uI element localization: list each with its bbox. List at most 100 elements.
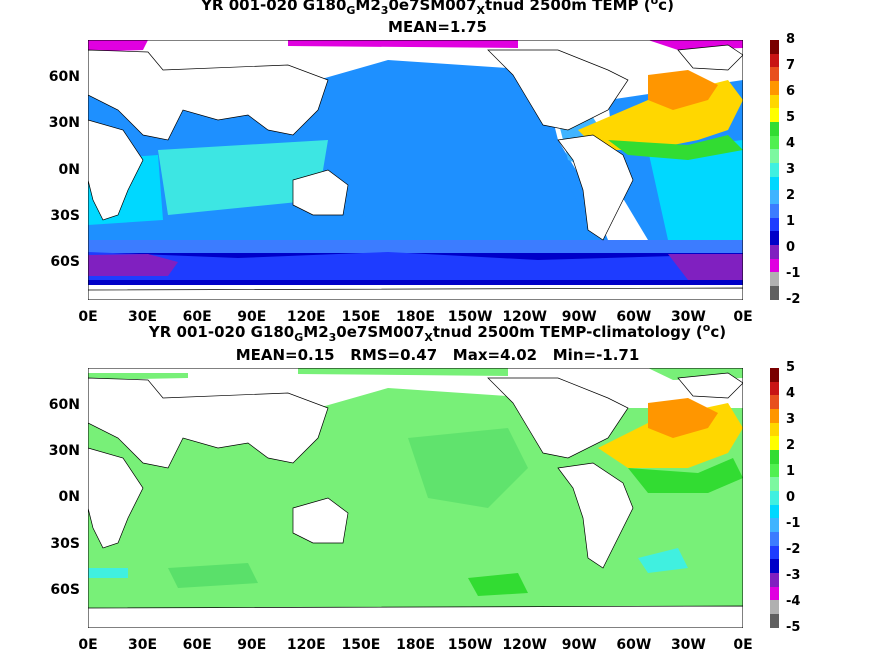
colorbar-swatch	[770, 422, 779, 437]
colorbar-swatch	[770, 286, 779, 300]
colorbar-swatch	[770, 135, 779, 150]
colorbar-label: 2	[786, 188, 796, 203]
lon-label: 90W	[561, 309, 597, 325]
colorbar-swatch	[770, 600, 779, 615]
colorbar-label: -5	[786, 620, 801, 635]
colorbar-swatch	[770, 176, 779, 191]
colorbar-swatch	[770, 94, 779, 109]
colorbar-label: -2	[786, 292, 801, 307]
colorbar-swatch	[770, 395, 779, 410]
colorbar-label: 5	[786, 360, 796, 375]
colorbar-swatch	[770, 67, 779, 82]
lon-label: 30W	[670, 637, 706, 653]
lon-label: 60E	[182, 309, 212, 325]
colorbar-swatch	[770, 491, 779, 505]
lat-label: 60N	[48, 69, 80, 85]
colorbar-swatch	[770, 409, 779, 423]
colorbar-swatch	[770, 545, 779, 560]
colorbar-label: 0	[786, 490, 796, 505]
lon-label: 60W	[616, 309, 652, 325]
panel1-stats: MEAN=1.75	[388, 18, 487, 36]
lon-label: 30E	[128, 309, 158, 325]
colorbar-swatch	[770, 614, 779, 628]
lon-label: 60E	[182, 637, 212, 653]
lon-label: 120W	[502, 637, 547, 653]
colorbar-swatch	[770, 272, 779, 287]
lon-label: 120E	[286, 309, 326, 325]
lon-label: 30W	[670, 309, 706, 325]
colorbar-label: -1	[786, 516, 801, 531]
panel2-map	[88, 368, 743, 628]
panel1-colorbar	[770, 40, 779, 300]
lon-label: 90W	[561, 637, 597, 653]
colorbar-label: 4	[786, 386, 796, 401]
lat-label: 0N	[58, 162, 80, 178]
colorbar-swatch	[770, 190, 779, 205]
lon-label: 30E	[128, 637, 158, 653]
colorbar-label: -2	[786, 542, 801, 557]
colorbar-swatch	[770, 204, 779, 218]
colorbar-label: 5	[786, 110, 796, 125]
colorbar-swatch	[770, 504, 779, 519]
lat-label: 60S	[50, 582, 80, 598]
colorbar-swatch	[770, 258, 779, 273]
lon-label: 180E	[396, 637, 435, 653]
colorbar-swatch	[770, 40, 779, 54]
colorbar-swatch	[770, 573, 779, 587]
panel2-title: YR 001-020 G180GM230e7SM007Xtnud 2500m T…	[148, 321, 727, 344]
panel1-title: YR 001-020 G180GM230e7SM007Xtnud 2500m T…	[201, 0, 674, 17]
colorbar-swatch	[770, 559, 779, 574]
panel1-map	[88, 40, 743, 300]
lon-label: 0E	[78, 637, 98, 653]
colorbar-swatch	[770, 108, 779, 123]
colorbar-label: 4	[786, 136, 796, 151]
colorbar-swatch	[770, 231, 779, 246]
lat-label: 30S	[50, 536, 80, 552]
lon-label: 120W	[502, 309, 547, 325]
lon-label: 120E	[286, 637, 326, 653]
colorbar-label: -3	[786, 568, 801, 583]
lat-label: 30N	[48, 443, 80, 459]
colorbar-swatch	[770, 163, 779, 177]
lat-label: 60S	[50, 254, 80, 270]
lon-label: 150W	[447, 309, 493, 325]
colorbar-label: -4	[786, 594, 801, 609]
lat-label: 60N	[48, 397, 80, 413]
colorbar-swatch	[770, 532, 779, 546]
lon-label: 180E	[396, 309, 435, 325]
colorbar-swatch	[770, 53, 779, 68]
lon-label: 0E	[78, 309, 98, 325]
colorbar-swatch	[770, 436, 779, 451]
colorbar-swatch	[770, 217, 779, 232]
colorbar-label: 7	[786, 58, 796, 73]
colorbar-label: 1	[786, 214, 796, 229]
lon-label: 0E	[733, 637, 753, 653]
lon-label: 150E	[341, 309, 381, 325]
colorbar-swatch	[770, 586, 779, 601]
panel2-stats: MEAN=0.15 RMS=0.47 Max=4.02 Min=-1.71	[235, 346, 640, 364]
lon-label: 150W	[447, 637, 493, 653]
lon-label: 60W	[616, 637, 652, 653]
colorbar-swatch	[770, 122, 779, 136]
colorbar-swatch	[770, 450, 779, 464]
colorbar-label: 0	[786, 240, 796, 255]
colorbar-swatch	[770, 245, 779, 259]
lon-label: 0E	[733, 309, 753, 325]
colorbar-swatch	[770, 81, 779, 95]
lon-label: 150E	[341, 637, 381, 653]
panel2-colorbar	[770, 368, 779, 628]
colorbar-swatch	[770, 477, 779, 492]
colorbar-swatch	[770, 149, 779, 164]
colorbar-label: 1	[786, 464, 796, 479]
colorbar-label: 2	[786, 438, 796, 453]
lon-label: 90E	[237, 309, 267, 325]
colorbar-label: 3	[786, 162, 796, 177]
colorbar-swatch	[770, 518, 779, 533]
lat-label: 30N	[48, 115, 80, 131]
lat-label: 30S	[50, 208, 80, 224]
colorbar-label: 6	[786, 84, 796, 99]
colorbar-label: -1	[786, 266, 801, 281]
lon-label: 90E	[237, 637, 267, 653]
colorbar-swatch	[770, 381, 779, 396]
lat-label: 0N	[58, 489, 80, 505]
